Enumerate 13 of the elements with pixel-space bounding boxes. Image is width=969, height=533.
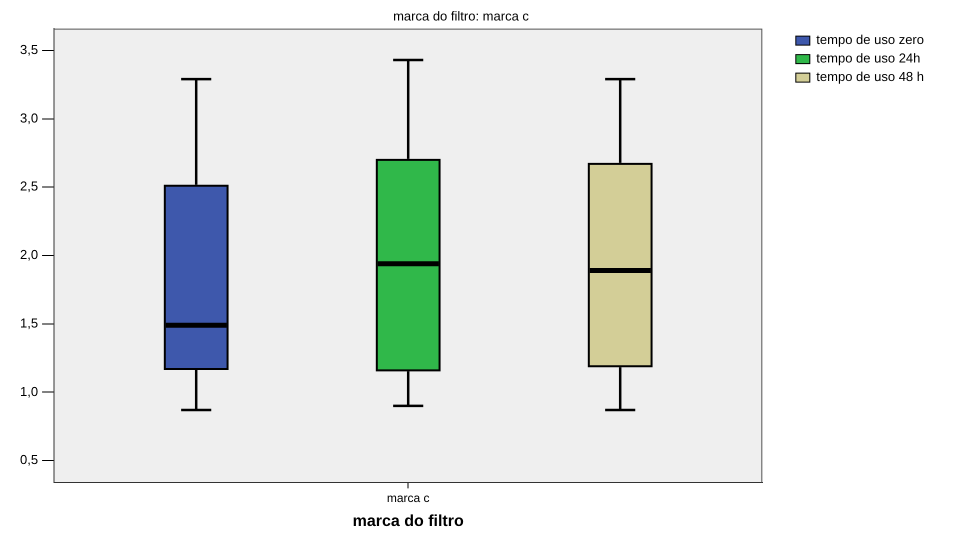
y-tick-label: 2,5 [20, 178, 38, 194]
y-tick-label: 0,5 [20, 452, 38, 468]
x-axis-title: marca do filtro [352, 512, 464, 530]
x-tick-label: marca c [386, 490, 430, 505]
y-tick-label: 2,0 [20, 247, 38, 262]
legend-label: tempo de uso zero [816, 32, 924, 48]
y-tick-label: 1,0 [20, 384, 38, 399]
y-tick-label: 3,0 [20, 110, 38, 126]
y-tick-label: 3,5 [20, 42, 38, 58]
legend-label: tempo de uso 24h [816, 50, 920, 66]
y-tick-label: 1,5 [20, 315, 38, 330]
legend-label: tempo de uso 48 h [816, 69, 924, 84]
chart-title: marca do filtro: marca c [393, 8, 530, 24]
